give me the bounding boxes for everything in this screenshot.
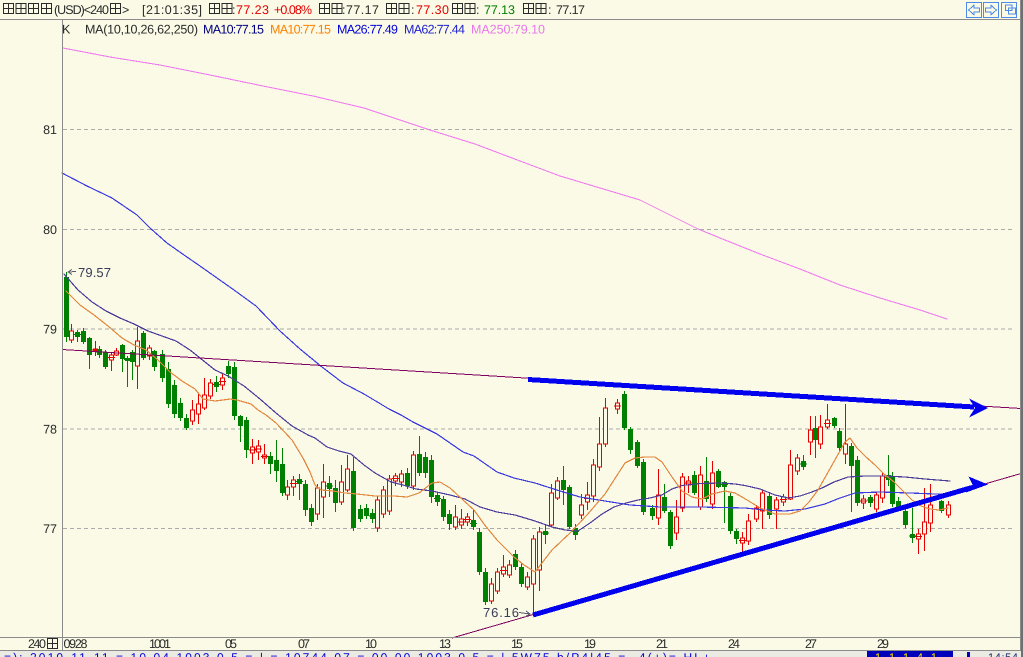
svg-text::: : <box>342 3 345 17</box>
svg-text:14:54: 14:54 <box>988 652 1018 657</box>
svg-text:77.13: 77.13 <box>484 3 515 17</box>
svg-text:77.23: 77.23 <box>236 3 269 17</box>
svg-text:>: > <box>122 3 129 17</box>
svg-text:[21:01:35]: [21:01:35] <box>142 3 202 17</box>
svg-text:80: 80 <box>43 223 57 237</box>
svg-text:MA62:77.44: MA62:77.44 <box>404 23 465 37</box>
svg-text:MA10:77.15: MA10:77.15 <box>270 23 331 37</box>
svg-text:79.57: 79.57 <box>78 265 111 280</box>
svg-text:19: 19 <box>584 637 596 651</box>
svg-text:MA26:77.49: MA26:77.49 <box>337 23 398 37</box>
svg-text:15: 15 <box>511 637 523 651</box>
svg-text:77.30: 77.30 <box>416 3 449 17</box>
svg-text:10: 10 <box>365 637 377 651</box>
svg-text:79: 79 <box>43 323 57 337</box>
svg-text:MA(10,10,26,62,250): MA(10,10,26,62,250) <box>85 23 198 37</box>
svg-text::: : <box>476 3 479 17</box>
svg-text:77.17: 77.17 <box>556 3 585 17</box>
svg-text::: : <box>411 3 414 17</box>
svg-text:K: K <box>62 23 71 37</box>
svg-text:0928: 0928 <box>64 637 88 651</box>
svg-text:MA10:77.15: MA10:77.15 <box>203 23 264 37</box>
svg-text:(USD)<240: (USD)<240 <box>54 3 109 17</box>
svg-text::: : <box>232 3 235 17</box>
svg-text:13: 13 <box>439 637 451 651</box>
svg-text:05: 05 <box>225 637 237 651</box>
svg-text:1001: 1001 <box>149 637 171 651</box>
svg-text:+0.08%: +0.08% <box>274 3 312 17</box>
svg-text:1 1 1 4 1: 1 1 1 4 1 <box>875 652 937 657</box>
svg-text:21: 21 <box>656 637 668 651</box>
svg-text:240: 240 <box>28 637 46 651</box>
svg-text:27: 27 <box>805 637 817 651</box>
svg-text:MA250:79.10: MA250:79.10 <box>471 23 545 37</box>
svg-text:81: 81 <box>43 123 57 137</box>
svg-text::: : <box>548 3 551 17</box>
svg-text:=): 2010-11-11 = 10.04 1003.0: =): 2010-11-11 = 10.04 1003.0 5 = | = 10… <box>4 651 710 657</box>
svg-text:77: 77 <box>43 522 57 536</box>
svg-text:29: 29 <box>877 637 889 651</box>
svg-text:24: 24 <box>728 637 740 651</box>
svg-text:07: 07 <box>298 637 310 651</box>
svg-text:78: 78 <box>43 422 57 436</box>
svg-text:77.17: 77.17 <box>346 3 379 17</box>
svg-text:76.16: 76.16 <box>483 605 519 620</box>
